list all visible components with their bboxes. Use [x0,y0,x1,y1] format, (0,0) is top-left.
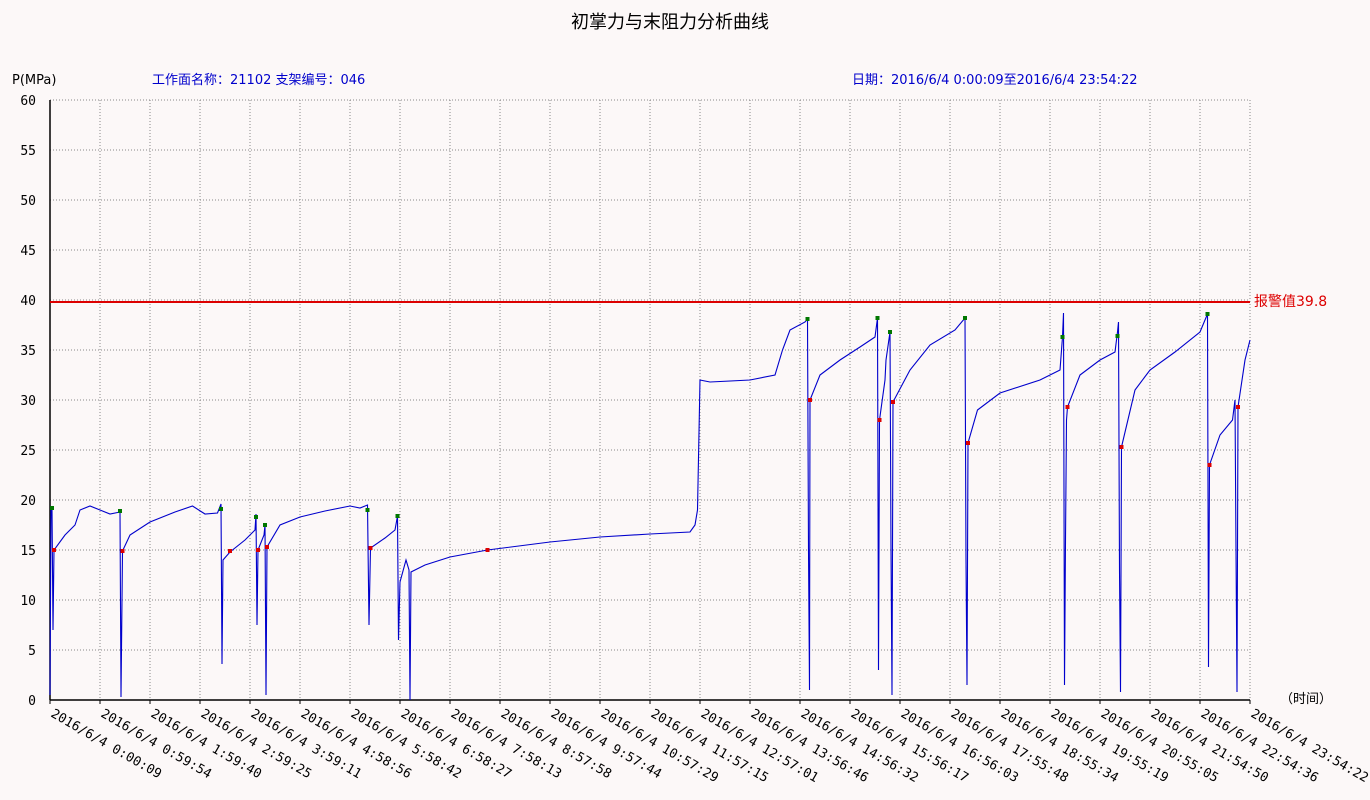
initial-force-marker [1119,445,1124,449]
final-resistance-marker [1115,334,1120,338]
final-resistance-marker [118,509,122,513]
series-group [49,312,1251,701]
initial-force-marker [368,546,373,550]
initial-force-marker [256,548,260,552]
initial-force-marker [120,549,125,553]
y-tick-label: 55 [20,144,36,159]
pressure-curve [49,312,1251,701]
initial-force-marker [485,548,490,552]
initial-force-marker [966,441,970,445]
initial-force-marker [808,398,812,402]
initial-force-marker [265,545,269,549]
y-tick-label: 15 [20,544,36,559]
final-resistance-marker [395,514,400,518]
final-resistance-marker [1060,335,1065,339]
y-tick-label: 50 [20,194,36,209]
initial-force-marker [228,549,232,553]
chart-title: 初掌力与末阻力分析曲线 [571,12,769,33]
y-tick-label: 25 [20,444,36,459]
initial-force-marker [52,548,56,552]
final-resistance-marker [263,523,267,527]
final-resistance-marker [254,515,258,519]
initial-force-marker [877,418,882,422]
alarm-line-group: 报警值39.8 [50,294,1327,310]
initial-force-marker [891,400,895,404]
y-tick-label: 30 [20,394,36,409]
face-label: 工作面名称：21102 支架编号：046 [152,72,365,88]
y-tick-label: 10 [20,594,36,609]
grid-lines [50,99,1250,700]
initial-force-marker [1065,405,1070,409]
marker-group [50,312,1240,553]
final-resistance-marker [365,508,370,512]
final-resistance-marker [963,316,967,320]
x-axis-unit: （时间） [1280,692,1332,707]
final-resistance-marker [875,316,880,320]
y-tick-label: 5 [28,644,36,659]
date-label: 日期：2016/6/4 0:00:09至2016/6/4 23:54:22 [852,73,1138,88]
final-resistance-marker [888,330,892,334]
y-tick-label: 60 [20,94,36,109]
initial-force-marker [1236,405,1240,409]
final-resistance-marker [219,507,223,511]
y-axis-unit: P(MPa) [12,73,56,88]
y-tick-label: 20 [20,494,36,509]
initial-force-marker [1207,463,1212,467]
final-resistance-marker [1205,312,1210,316]
y-tick-label: 45 [20,244,36,259]
y-tick-label: 0 [28,694,36,709]
y-tick-label: 40 [20,294,36,309]
alarm-label: 报警值39.8 [1254,294,1327,310]
final-resistance-marker [50,506,54,510]
final-resistance-marker [805,317,810,321]
y-tick-label: 35 [20,344,36,359]
y-axis-ticks: 0 5 10 15 20 25 30 35 40 45 50 55 60 [20,94,36,709]
